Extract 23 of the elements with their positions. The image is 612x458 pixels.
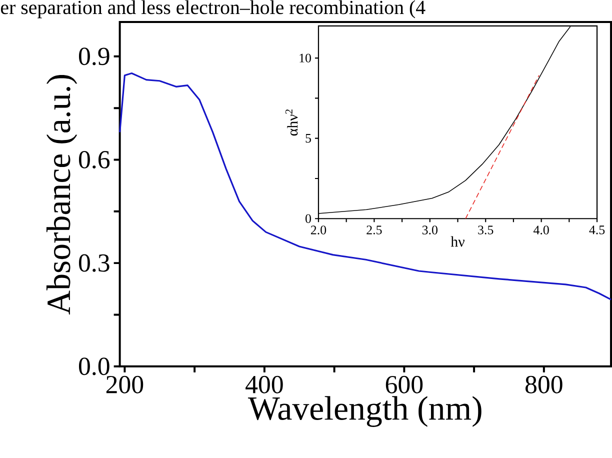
text: er separation and less electron–hole recombination (4 [0, 0, 426, 18]
y-tick-label: 0.3 [78, 254, 110, 272]
line-series [119, 72, 612, 300]
y-axis-title: Absorbance (a.u.) [46, 74, 78, 314]
y-tick-label: 5 [306, 134, 311, 143]
x-tick-label: 2.0 [310, 226, 326, 234]
x-tick-label: 800 [526, 376, 562, 394]
x-axis-title: hν [450, 236, 465, 247]
x-axis-title: Wavelength (nm) [248, 396, 482, 427]
x-tick-label: 4.5 [589, 226, 605, 234]
x-tick-label: 2.5 [366, 226, 382, 234]
y-tick-label: 0 [306, 214, 311, 223]
y-tick-label: 0.6 [78, 150, 110, 168]
x-tick-label: 600 [386, 376, 423, 394]
y-tick-label: 0.0 [78, 357, 110, 376]
x-tick-label: 200 [106, 376, 144, 394]
y-tick-label: 10 [300, 54, 311, 62]
x-tick-label: 4.0 [533, 226, 549, 234]
x-tick-label: 3.5 [478, 226, 494, 234]
y-axis-title: αhν$^{2}$ [285, 109, 298, 136]
x-tick-label: 3.0 [422, 226, 438, 234]
x-tick-label: 400 [246, 376, 283, 394]
y-tick-label: 0.9 [78, 47, 110, 66]
